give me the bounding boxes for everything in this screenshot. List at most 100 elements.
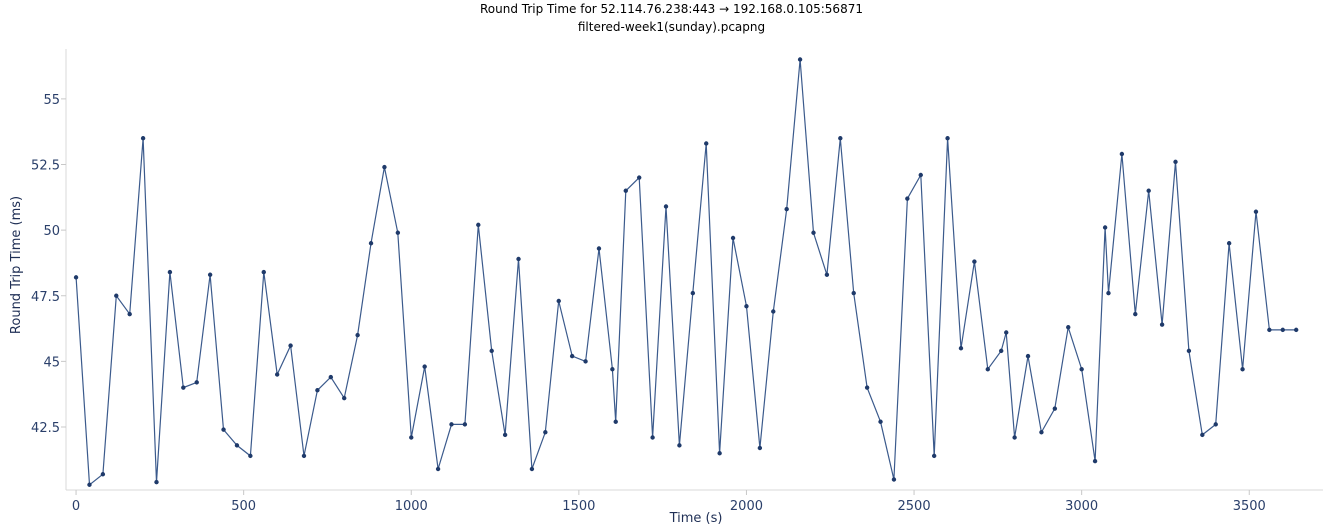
data-point <box>355 332 360 338</box>
data-point <box>797 57 803 62</box>
data-point <box>744 304 749 309</box>
data-point <box>838 136 843 141</box>
data-point <box>516 256 521 262</box>
data-point <box>610 367 615 372</box>
data-point <box>569 353 575 359</box>
data-point <box>677 443 682 448</box>
data-point <box>368 241 374 246</box>
data-point <box>878 419 883 424</box>
y-tick-label: 55 <box>43 93 60 108</box>
data-point <box>717 451 722 456</box>
x-tick-label: 2000 <box>730 499 763 514</box>
data-point <box>167 269 173 275</box>
chart-axes: 0 500 1000 1500 2000 2500 3000 3500 42.5 45 47.5 50… <box>31 49 1323 514</box>
data-point <box>342 395 347 401</box>
data-point <box>1240 367 1245 372</box>
data-point <box>623 188 628 193</box>
data-point <box>757 445 763 451</box>
data-point <box>1066 325 1071 330</box>
data-point <box>207 272 213 277</box>
data-point <box>100 472 106 477</box>
data-point <box>181 385 186 390</box>
data-point <box>1280 327 1285 333</box>
data-point <box>1102 225 1108 230</box>
data-point <box>543 430 548 435</box>
data-point <box>1213 422 1218 427</box>
data-point <box>985 367 990 372</box>
data-point <box>636 175 642 180</box>
x-tick-label: 500 <box>231 499 256 514</box>
data-point <box>1119 151 1125 157</box>
data-point <box>328 374 334 380</box>
data-point <box>87 482 92 487</box>
data-point <box>234 443 240 448</box>
data-point <box>1106 290 1111 296</box>
data-point <box>864 385 870 390</box>
data-point <box>529 466 535 472</box>
data-point <box>999 348 1004 354</box>
data-point <box>449 422 454 427</box>
data-point <box>1025 353 1031 359</box>
data-point <box>1226 241 1232 246</box>
data-point <box>851 290 856 296</box>
y-tick-label: 52.5 <box>31 159 60 174</box>
y-tick-label: 42.5 <box>31 421 60 436</box>
data-point <box>556 298 561 304</box>
x-tick-label: 2500 <box>898 499 931 514</box>
data-point <box>1173 159 1178 165</box>
y-tick-label: 45 <box>43 355 60 370</box>
data-point <box>811 230 816 235</box>
data-point <box>1146 188 1151 193</box>
data-point <box>462 422 468 427</box>
data-point <box>704 141 709 146</box>
y-axis-title: Round Trip Time (ms) <box>9 196 24 334</box>
x-tick-label: 3500 <box>1233 499 1266 514</box>
data-point <box>1159 322 1165 327</box>
data-point <box>1186 348 1192 354</box>
data-point <box>1012 435 1017 440</box>
series-line <box>75 59 1297 486</box>
data-point <box>958 346 964 351</box>
data-point <box>945 136 950 141</box>
data-point <box>274 372 280 377</box>
data-point <box>395 230 401 235</box>
data-point <box>1052 406 1058 411</box>
data-point <box>194 380 199 385</box>
data-point <box>771 309 776 314</box>
data-point <box>315 388 320 393</box>
data-point <box>784 206 789 212</box>
data-point <box>596 246 602 251</box>
data-point <box>382 164 387 170</box>
data-point <box>261 269 266 275</box>
data-point <box>583 359 588 364</box>
data-point <box>140 136 146 141</box>
x-tick-label: 1000 <box>395 499 428 514</box>
data-point <box>1200 432 1205 438</box>
y-tick-label: 50 <box>43 224 60 239</box>
data-point <box>1253 209 1259 214</box>
data-point <box>489 348 494 354</box>
data-point <box>730 235 736 241</box>
data-point <box>931 453 937 459</box>
data-point <box>1039 430 1044 435</box>
data-point <box>1004 330 1009 335</box>
x-axis-title: Time (s) <box>669 511 723 526</box>
data-point <box>1267 327 1272 333</box>
data-point <box>972 259 977 264</box>
x-tick-label: 1500 <box>562 499 595 514</box>
data-point <box>221 427 226 432</box>
data-point <box>650 435 655 440</box>
x-tick-label: 3000 <box>1065 499 1098 514</box>
data-point <box>1293 327 1299 333</box>
data-point <box>435 466 441 472</box>
data-point <box>1079 367 1084 372</box>
data-point <box>502 432 508 438</box>
data-point <box>1133 311 1138 317</box>
data-point <box>663 204 669 209</box>
data-point <box>905 196 910 201</box>
data-point <box>114 293 119 298</box>
x-tick-label: 0 <box>72 499 80 514</box>
data-point <box>154 479 159 485</box>
data-point <box>422 364 427 369</box>
